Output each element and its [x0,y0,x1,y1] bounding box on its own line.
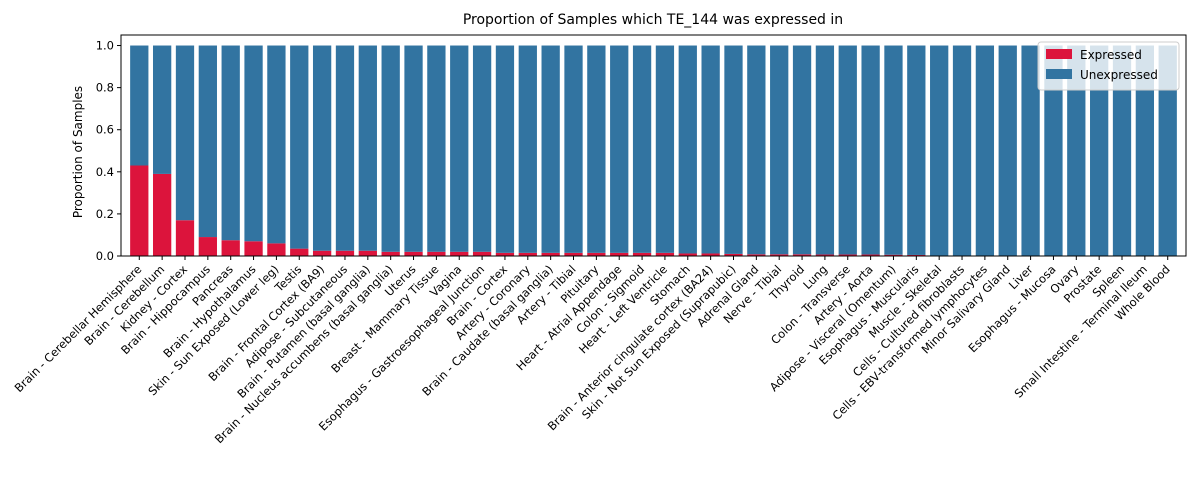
bar-unexpressed-29 [792,45,812,255]
bar-unexpressed-2 [175,45,195,221]
y-axis-label: Proportion of Samples [71,86,85,218]
bar-expressed-27 [747,254,766,256]
legend-swatch-expressed [1046,49,1072,59]
bar-expressed-18 [541,252,560,256]
bar-unexpressed-1 [152,45,172,174]
y-tick-label: 0.6 [96,123,114,137]
bar-unexpressed-6 [267,45,286,244]
bar-expressed-30 [815,254,835,256]
bar-expressed-21 [610,252,629,256]
bar-unexpressed-43 [1112,45,1132,257]
bar-unexpressed-33 [884,45,903,255]
bar-expressed-23 [655,252,675,256]
legend: Expressed Unexpressed [1037,41,1180,91]
bar-expressed-5 [244,241,263,256]
bar-unexpressed-11 [381,45,400,252]
bar-expressed-2 [175,220,195,256]
legend-label-expressed: Expressed [1080,48,1142,62]
chart-title: Proportion of Samples which TE_144 was e… [463,12,843,28]
y-tick-label: 0.8 [96,81,114,95]
bar-unexpressed-41 [1067,45,1086,257]
bar-unexpressed-23 [655,45,675,253]
bar-unexpressed-0 [130,45,149,166]
bar-expressed-15 [472,251,492,256]
bar-unexpressed-17 [518,45,537,253]
bar-expressed-8 [312,250,332,256]
bar-unexpressed-14 [450,45,469,252]
bar-expressed-0 [130,165,149,256]
y-tick-label: 0.0 [96,249,114,263]
bar-expressed-33 [884,254,903,256]
bar-unexpressed-26 [724,45,743,254]
bar-expressed-10 [358,250,377,256]
bar-expressed-25 [701,253,720,256]
bar-unexpressed-19 [564,45,583,253]
bar-unexpressed-22 [632,45,652,253]
bar-unexpressed-42 [1090,45,1109,257]
bar-unexpressed-37 [975,45,995,257]
bar-unexpressed-16 [495,45,515,253]
bar-expressed-14 [450,251,469,256]
bar-unexpressed-20 [587,45,606,253]
bar-unexpressed-9 [335,45,355,251]
bar-expressed-24 [678,253,697,256]
y-tick-label: 1.0 [96,39,114,53]
bar-expressed-28 [770,254,789,256]
bar-unexpressed-38 [998,45,1017,257]
y-tick-label: 0.2 [96,207,114,221]
bar-expressed-31 [838,254,857,256]
bar-unexpressed-10 [358,45,377,251]
bar-expressed-22 [632,252,652,256]
bar-expressed-6 [267,243,286,256]
legend-swatch-unexpressed [1046,69,1072,79]
bar-unexpressed-24 [678,45,697,254]
bar-expressed-19 [564,252,583,256]
bar-expressed-13 [427,251,446,256]
bar-unexpressed-31 [838,45,857,255]
legend-box [1037,41,1180,91]
bar-expressed-9 [335,250,355,256]
bar-unexpressed-45 [1158,45,1177,257]
bar-unexpressed-27 [747,45,766,255]
bar-unexpressed-36 [952,45,972,257]
bar-expressed-16 [495,252,515,256]
bar-unexpressed-18 [541,45,560,253]
bar-expressed-32 [861,254,880,256]
bar-unexpressed-15 [472,45,492,252]
bar-unexpressed-12 [404,45,423,252]
bar-unexpressed-39 [1021,45,1040,257]
bar-unexpressed-32 [861,45,880,255]
axes-frame [120,34,1187,257]
bar-expressed-34 [907,254,926,256]
bar-unexpressed-30 [815,45,835,255]
bar-unexpressed-44 [1135,45,1155,257]
y-tick-label: 0.4 [96,165,114,179]
bar-unexpressed-25 [701,45,720,254]
bar-expressed-20 [587,252,606,256]
bar-unexpressed-40 [1044,45,1063,257]
bar-unexpressed-3 [198,45,217,238]
bar-expressed-17 [518,252,537,256]
bar-expressed-11 [381,251,400,256]
bar-unexpressed-28 [770,45,789,255]
bar-unexpressed-5 [244,45,263,242]
bar-expressed-1 [152,173,172,256]
bar-expressed-12 [404,251,423,256]
bar-expressed-29 [792,254,812,256]
bar-unexpressed-35 [930,45,949,257]
bar-expressed-7 [290,248,309,256]
bar-unexpressed-34 [907,45,926,255]
bar-unexpressed-21 [610,45,629,253]
bar-unexpressed-13 [427,45,446,252]
bar-expressed-26 [724,253,743,256]
bar-unexpressed-4 [221,45,240,241]
legend-label-unexpressed: Unexpressed [1080,68,1158,82]
bar-expressed-3 [198,237,217,256]
bar-unexpressed-7 [290,45,309,249]
bar-expressed-4 [221,240,240,256]
bar-unexpressed-8 [312,45,332,251]
